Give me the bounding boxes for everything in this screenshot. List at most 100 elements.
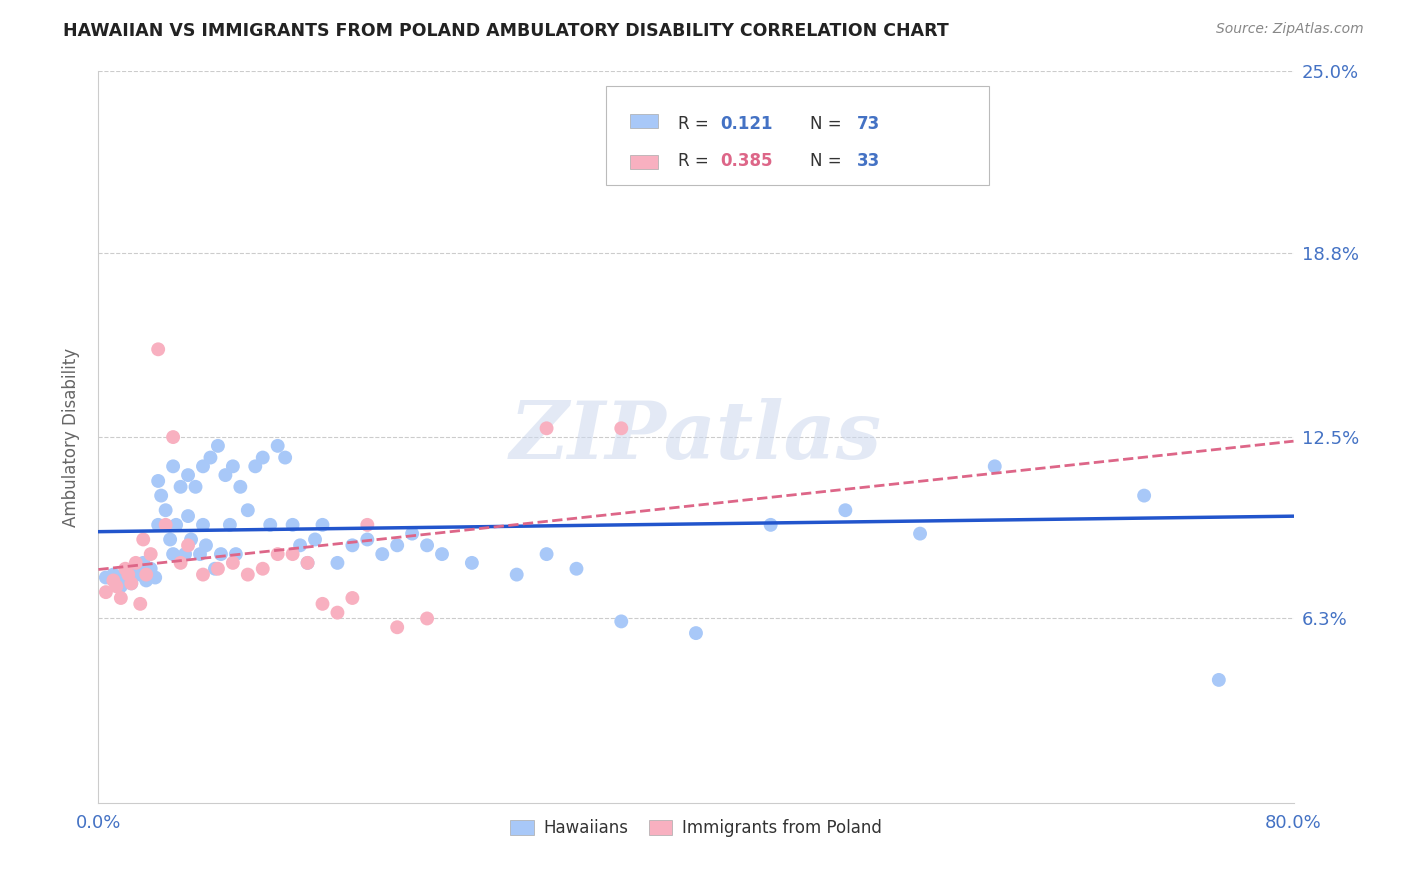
Text: N =: N =	[810, 114, 846, 133]
Legend: Hawaiians, Immigrants from Poland: Hawaiians, Immigrants from Poland	[502, 811, 890, 846]
Point	[125, 556, 148, 570]
Point	[143, 570, 166, 584]
Point	[135, 574, 157, 588]
Point	[94, 570, 117, 584]
Point	[311, 597, 333, 611]
Point	[401, 526, 423, 541]
Point	[132, 556, 155, 570]
Point	[297, 556, 319, 570]
Text: 73: 73	[858, 114, 880, 133]
Point	[120, 576, 142, 591]
Point	[834, 503, 856, 517]
Point	[536, 421, 558, 435]
Point	[565, 562, 588, 576]
Text: 33: 33	[858, 152, 880, 169]
Point	[219, 517, 242, 532]
Point	[385, 620, 409, 634]
Point	[110, 579, 132, 593]
Point	[225, 547, 247, 561]
Point	[1133, 489, 1156, 503]
Point	[148, 517, 170, 532]
Point	[159, 533, 181, 547]
Point	[184, 480, 207, 494]
Point	[169, 556, 191, 570]
FancyBboxPatch shape	[630, 114, 658, 128]
Point	[148, 343, 170, 357]
Point	[342, 538, 364, 552]
Point	[155, 503, 177, 517]
Point	[148, 474, 170, 488]
Point	[105, 574, 128, 588]
Text: HAWAIIAN VS IMMIGRANTS FROM POLAND AMBULATORY DISABILITY CORRELATION CHART: HAWAIIAN VS IMMIGRANTS FROM POLAND AMBUL…	[63, 22, 949, 40]
Text: 0.385: 0.385	[720, 152, 772, 169]
Point	[371, 547, 394, 561]
Point	[188, 547, 211, 561]
Point	[267, 547, 290, 561]
Point	[229, 480, 252, 494]
Point	[191, 459, 214, 474]
Text: ZIPatlas: ZIPatlas	[510, 399, 882, 475]
Point	[155, 517, 177, 532]
Point	[252, 562, 274, 576]
Point	[125, 562, 148, 576]
Point	[610, 421, 633, 435]
Point	[356, 533, 378, 547]
Point	[685, 626, 707, 640]
Point	[195, 538, 218, 552]
Point	[114, 562, 136, 576]
Point	[385, 538, 409, 552]
Point	[204, 562, 226, 576]
Point	[103, 567, 125, 582]
Point	[267, 439, 290, 453]
Point	[416, 538, 439, 552]
Point	[94, 585, 117, 599]
Point	[132, 565, 155, 579]
Point	[162, 459, 184, 474]
Point	[430, 547, 453, 561]
Point	[103, 574, 125, 588]
Point	[191, 517, 214, 532]
Point	[117, 570, 139, 584]
Text: 0.121: 0.121	[720, 114, 772, 133]
Point	[1208, 673, 1230, 687]
Point	[180, 533, 202, 547]
Point	[304, 533, 326, 547]
Point	[311, 517, 333, 532]
FancyBboxPatch shape	[630, 154, 658, 169]
Point	[236, 503, 259, 517]
Point	[150, 489, 173, 503]
Point	[114, 565, 136, 579]
Point	[132, 533, 155, 547]
Point	[129, 567, 152, 582]
Point	[274, 450, 297, 465]
Point	[222, 459, 245, 474]
Point	[135, 567, 157, 582]
Text: R =: R =	[678, 114, 714, 133]
Point	[326, 556, 349, 570]
Point	[252, 450, 274, 465]
Point	[120, 576, 142, 591]
Point	[281, 517, 304, 532]
Point	[207, 562, 229, 576]
Point	[245, 459, 267, 474]
Text: N =: N =	[810, 152, 846, 169]
Point	[326, 606, 349, 620]
Point	[200, 450, 222, 465]
Text: R =: R =	[678, 152, 714, 169]
Point	[117, 567, 139, 582]
Y-axis label: Ambulatory Disability: Ambulatory Disability	[62, 348, 80, 526]
Point	[191, 567, 214, 582]
Point	[209, 547, 232, 561]
Point	[110, 591, 132, 605]
FancyBboxPatch shape	[606, 86, 988, 185]
Point	[536, 547, 558, 561]
Point	[610, 615, 633, 629]
Point	[342, 591, 364, 605]
Point	[174, 547, 197, 561]
Point	[214, 468, 236, 483]
Point	[139, 562, 162, 576]
Point	[162, 547, 184, 561]
Point	[984, 459, 1007, 474]
Text: Source: ZipAtlas.com: Source: ZipAtlas.com	[1216, 22, 1364, 37]
Point	[281, 547, 304, 561]
